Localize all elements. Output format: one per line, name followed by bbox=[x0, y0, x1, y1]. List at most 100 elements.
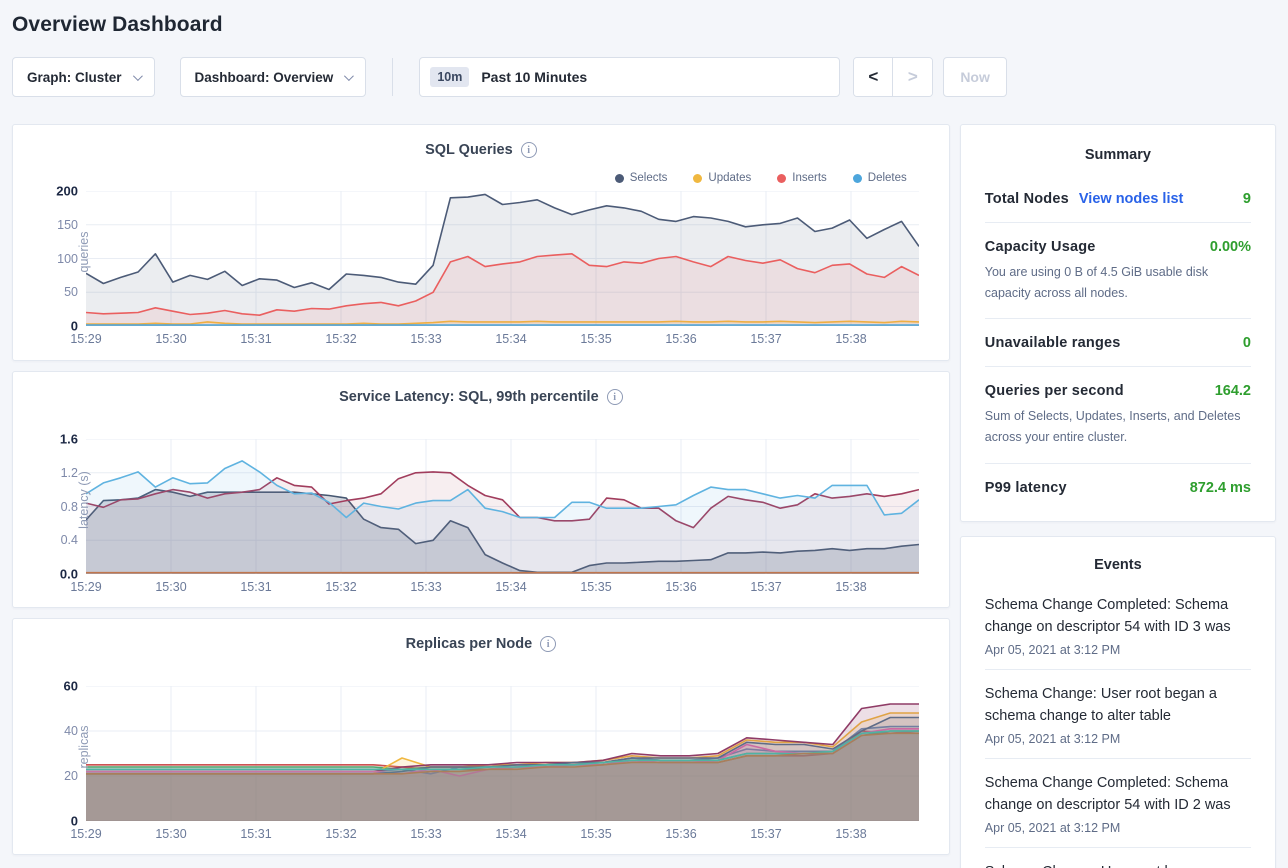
series-area-node-2 bbox=[86, 471, 919, 574]
qps-value: 164.2 bbox=[1214, 383, 1251, 400]
event-item[interactable]: Schema Change Completed: Schema change o… bbox=[984, 759, 1251, 848]
x-axis-tick-label: 15:31 bbox=[240, 332, 272, 346]
x-axis-tick-label: 15:32 bbox=[325, 332, 357, 346]
x-axis-tick-label: 15:35 bbox=[580, 332, 612, 346]
capacity-usage-label: Capacity Usage bbox=[984, 239, 1096, 255]
y-axis-tick-label: 60 bbox=[63, 678, 78, 694]
x-axis-tick-label: 15:30 bbox=[155, 580, 187, 594]
summary-row-unavailable: Unavailable ranges 0 bbox=[984, 319, 1251, 368]
time-pager: < > bbox=[853, 57, 934, 97]
y-axis-tick-label: 0.4 bbox=[60, 533, 78, 548]
event-timestamp: Apr 05, 2021 at 3:12 PM bbox=[984, 820, 1121, 835]
time-range-badge: 10m bbox=[430, 67, 470, 87]
sql-queries-plot[interactable]: 15:29 15:30 15:31 15:32 15:33 15:34 15:35 15:36… bbox=[56, 184, 919, 346]
x-axis-tick-label: 15:33 bbox=[410, 332, 442, 346]
series-line-node-2 bbox=[86, 471, 919, 529]
y-axis-tick-label: 1.6 bbox=[59, 431, 78, 447]
legend-label: Selects bbox=[629, 172, 668, 184]
series-area-node-6 bbox=[86, 728, 919, 821]
x-axis-tick-label: 15:35 bbox=[580, 827, 612, 841]
event-item[interactable]: Schema Change Completed: Schema change o… bbox=[984, 581, 1251, 670]
service-latency-chart-panel: Service Latency: SQL, 99th percentile i … bbox=[12, 371, 950, 608]
y-axis-unit-label: queries bbox=[77, 231, 91, 272]
total-nodes-value: 9 bbox=[1242, 191, 1251, 207]
p99-latency-label: P99 latency bbox=[984, 479, 1067, 496]
time-range-dropdown[interactable]: 10m Past 10 Minutes bbox=[419, 57, 841, 97]
series-line-node-9 bbox=[86, 732, 919, 775]
p99-latency-value: 872.4 ms bbox=[1189, 479, 1251, 496]
qps-label: Queries per second bbox=[984, 383, 1124, 400]
legend-item-updates[interactable]: Updates bbox=[693, 172, 751, 184]
legend-item-inserts[interactable]: Inserts bbox=[777, 172, 827, 184]
y-axis-tick-label: 100 bbox=[57, 251, 78, 266]
series-line-updates bbox=[86, 320, 919, 325]
unavailable-ranges-label: Unavailable ranges bbox=[984, 335, 1121, 352]
summary-row-p99: P99 latency 872.4 ms bbox=[985, 464, 1251, 511]
events-title: Events bbox=[1094, 556, 1142, 573]
x-axis-tick-label: 15:34 bbox=[495, 332, 527, 346]
y-axis-tick-label: 1.2 bbox=[60, 465, 78, 480]
graph-scope-label: Graph: Cluster bbox=[27, 69, 122, 85]
chart-canvas bbox=[86, 686, 919, 821]
series-line-node-3 bbox=[86, 460, 919, 519]
series-area-node-3 bbox=[86, 726, 919, 821]
y-axis-tick-label: 20 bbox=[64, 769, 78, 783]
info-icon[interactable]: i bbox=[520, 142, 537, 158]
legend-item-selects[interactable]: Selects bbox=[614, 172, 668, 184]
x-axis-tick-label: 15:35 bbox=[580, 580, 612, 594]
charts-column: SQL Queries i Selects Updates Inserts bbox=[12, 124, 950, 865]
legend-dot bbox=[614, 173, 624, 183]
sql-queries-chart-panel: SQL Queries i Selects Updates Inserts bbox=[12, 124, 950, 361]
x-axis-tick-label: 15:37 bbox=[750, 332, 782, 346]
x-axis-tick-label: 15:29 bbox=[70, 332, 102, 346]
event-text: Schema Change Completed: Schema change o… bbox=[984, 774, 1231, 813]
dashboard-dropdown[interactable]: Dashboard: Overview bbox=[179, 57, 367, 97]
info-icon[interactable]: i bbox=[606, 389, 623, 405]
info-icon[interactable]: i bbox=[540, 636, 557, 652]
replicas-plot[interactable]: 15:29 15:30 15:31 15:32 15:33 15:34 15:35 15:36… bbox=[64, 679, 919, 841]
y-axis-tick-label: 200 bbox=[56, 183, 78, 199]
replicas-per-node-chart-panel: Replicas per Node i 15:29 15:30 15:31 15:32… bbox=[12, 618, 950, 855]
series-line-selects bbox=[86, 193, 919, 291]
x-axis-tick-label: 15:38 bbox=[835, 332, 867, 346]
x-axis-tick-label: 15:29 bbox=[70, 580, 102, 594]
x-axis-tick-label: 15:38 bbox=[835, 580, 867, 594]
x-axis-tick-label: 15:37 bbox=[750, 580, 782, 594]
events-panel: Events Schema Change Completed: Schema c… bbox=[959, 535, 1276, 868]
graph-scope-dropdown[interactable]: Graph: Cluster bbox=[12, 57, 155, 97]
summary-row-capacity: Capacity Usage 0.00% You are using 0 B o… bbox=[984, 223, 1251, 320]
x-axis-tick-label: 15:34 bbox=[495, 580, 527, 594]
time-range-label: Past 10 Minutes bbox=[481, 69, 588, 85]
y-axis-tick-label: 0.0 bbox=[59, 566, 78, 582]
chart-title: Replicas per Node bbox=[405, 636, 533, 652]
x-axis-tick-label: 15:30 bbox=[155, 332, 187, 346]
now-button[interactable]: Now bbox=[943, 57, 1007, 97]
event-item[interactable]: Schema Change: User root began a schema … bbox=[985, 848, 1251, 868]
summary-row-total-nodes: Total Nodes View nodes list 9 bbox=[984, 175, 1251, 223]
chart-canvas bbox=[86, 191, 919, 326]
service-latency-plot[interactable]: 15:29 15:30 15:31 15:32 15:33 15:34 15:35 15:36… bbox=[60, 432, 919, 594]
chevron-down-icon bbox=[132, 70, 143, 81]
series-area-node-1 bbox=[86, 731, 919, 821]
legend-item-deletes[interactable]: Deletes bbox=[852, 172, 907, 184]
time-prev-button[interactable]: < bbox=[854, 58, 894, 96]
event-text: Schema Change Completed: Schema change o… bbox=[984, 596, 1231, 635]
capacity-usage-desc: You are using 0 B of 4.5 GiB usable disk… bbox=[984, 265, 1209, 300]
x-axis-tick-label: 15:32 bbox=[325, 580, 357, 594]
x-axis-tick-label: 15:33 bbox=[410, 827, 442, 841]
summary-title: Summary bbox=[1084, 147, 1151, 163]
x-axis-tick-label: 15:36 bbox=[665, 580, 697, 594]
series-area-selects bbox=[86, 194, 919, 326]
series-line-inserts bbox=[86, 252, 919, 316]
toolbar: Graph: Cluster Dashboard: Overview 10m P… bbox=[12, 57, 1276, 97]
event-text: Schema Change: User root began a schema … bbox=[984, 685, 1217, 724]
time-next-button[interactable]: > bbox=[893, 58, 933, 96]
chart-title: SQL Queries bbox=[425, 142, 513, 158]
series-line-node-6 bbox=[86, 727, 919, 777]
event-item[interactable]: Schema Change: User root began a schema … bbox=[984, 670, 1251, 759]
legend-label: Updates bbox=[708, 172, 752, 184]
series-line-node-1 bbox=[86, 488, 919, 574]
x-axis-tick-label: 15:33 bbox=[410, 580, 442, 594]
view-nodes-list-link[interactable]: View nodes list bbox=[1078, 191, 1184, 207]
